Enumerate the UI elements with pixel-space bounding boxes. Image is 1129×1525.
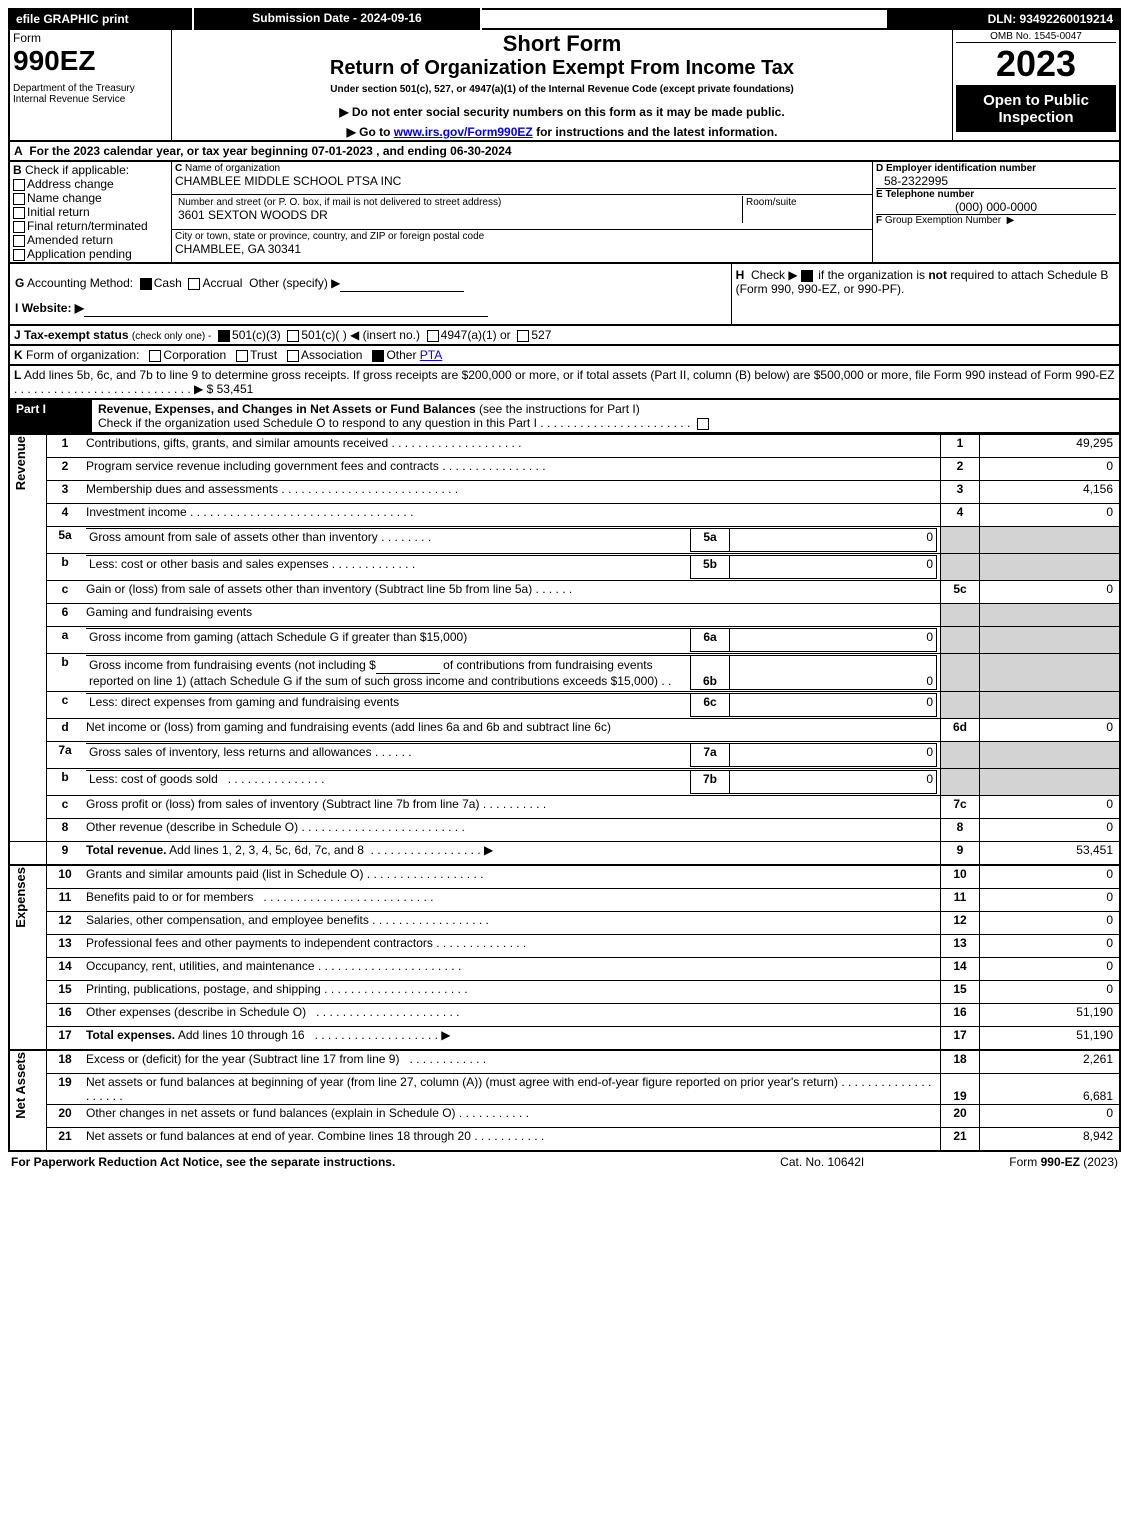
chk-initial-return[interactable] — [13, 207, 25, 219]
chk-trust[interactable] — [236, 350, 248, 362]
section-expenses: Expenses — [13, 867, 28, 928]
val-6c: 0 — [730, 693, 937, 716]
i-label: Website: ▶ — [22, 301, 84, 315]
val-6b: 0 — [730, 656, 937, 690]
c-name-label: Name of organization — [185, 163, 280, 174]
val-20: 0 — [980, 1104, 1121, 1127]
line-j: J Tax-exempt status (check only one) - 5… — [8, 326, 1121, 346]
val-8: 0 — [980, 818, 1121, 841]
val-3: 4,156 — [980, 481, 1121, 504]
val-6a: 0 — [730, 629, 937, 652]
val-12: 0 — [980, 911, 1121, 934]
block-gh: G Accounting Method: Cash Accrual Other … — [8, 264, 1121, 326]
city: CHAMBLEE, GA 30341 — [175, 242, 869, 256]
chk-address-change[interactable] — [13, 179, 25, 191]
chk-527[interactable] — [517, 330, 529, 342]
main-table: Revenue 1Contributions, gifts, grants, a… — [8, 434, 1121, 1152]
section-netassets: Net Assets — [13, 1052, 28, 1119]
l-amount: ▶ $ 53,451 — [194, 382, 253, 396]
note-goto: ▶ Go to www.irs.gov/Form990EZ for instru… — [175, 125, 949, 139]
irs-link[interactable]: www.irs.gov/Form990EZ — [394, 125, 533, 139]
d-label: Employer identification number — [886, 163, 1036, 174]
val-5c: 0 — [980, 581, 1121, 604]
section-revenue: Revenue — [13, 436, 28, 490]
room-label: Room/suite — [743, 196, 870, 223]
chk-amended-return[interactable] — [13, 235, 25, 247]
6b-input[interactable] — [376, 657, 440, 674]
website-input[interactable] — [84, 300, 488, 317]
chk-501c3[interactable] — [218, 330, 230, 342]
val-18: 2,261 — [980, 1050, 1121, 1074]
other-method-input[interactable] — [340, 275, 464, 292]
short-form: Short Form — [175, 31, 949, 57]
chk-501c[interactable] — [287, 330, 299, 342]
val-14: 0 — [980, 957, 1121, 980]
e-label: Telephone number — [885, 189, 974, 200]
val-16: 51,190 — [980, 1003, 1121, 1026]
street-label: Number and street (or P. O. box, if mail… — [178, 197, 739, 208]
chk-assoc[interactable] — [287, 350, 299, 362]
org-name: CHAMBLEE MIDDLE SCHOOL PTSA INC — [175, 174, 869, 188]
block-bf: B Check if applicable: Address change Na… — [8, 162, 1121, 264]
part-i-header: Part I Revenue, Expenses, and Changes in… — [8, 400, 1121, 434]
val-21: 8,942 — [980, 1127, 1121, 1151]
dept: Department of the Treasury Internal Reve… — [13, 83, 168, 105]
val-7a: 0 — [730, 743, 937, 766]
chk-cash[interactable] — [140, 278, 152, 290]
f-label: Group Exemption Number — [885, 215, 1001, 226]
val-10: 0 — [980, 865, 1121, 889]
line-l: L Add lines 5b, 6c, and 7b to line 9 to … — [8, 366, 1121, 400]
topbar: efile GRAPHIC print Submission Date - 20… — [8, 8, 1121, 30]
chk-application-pending[interactable] — [13, 249, 25, 261]
chk-h[interactable] — [801, 270, 813, 282]
chk-final-return[interactable] — [13, 221, 25, 233]
header: Form 990EZ Department of the Treasury In… — [8, 30, 1121, 142]
chk-other-org[interactable] — [372, 350, 384, 362]
title: Return of Organization Exempt From Incom… — [175, 57, 949, 80]
open-inspection: Open to Public Inspection — [956, 86, 1116, 132]
dln: DLN: 93492260019214 — [887, 9, 1120, 29]
val-2: 0 — [980, 458, 1121, 481]
chk-part-i-o[interactable] — [697, 418, 709, 430]
line-k: K Form of organization: Corporation Trus… — [8, 346, 1121, 366]
city-label: City or town, state or province, country… — [175, 231, 869, 242]
form-footer: Form 990-EZ (2023) — [906, 1154, 1121, 1170]
val-5a: 0 — [730, 529, 937, 552]
chk-corp[interactable] — [149, 350, 161, 362]
chk-name-change[interactable] — [13, 193, 25, 205]
val-17: 51,190 — [980, 1026, 1121, 1050]
ein: 58-2322995 — [876, 174, 1116, 188]
footer: For Paperwork Reduction Act Notice, see … — [8, 1154, 1121, 1170]
other-org-link[interactable]: PTA — [420, 348, 442, 362]
val-11: 0 — [980, 888, 1121, 911]
val-13: 0 — [980, 934, 1121, 957]
subtitle: Under section 501(c), 527, or 4947(a)(1)… — [175, 84, 949, 95]
street: 3601 SEXTON WOODS DR — [178, 208, 739, 222]
val-5b: 0 — [730, 556, 937, 579]
val-1: 49,295 — [980, 435, 1121, 458]
g-label: Accounting Method: — [27, 276, 133, 290]
chk-4947[interactable] — [427, 330, 439, 342]
b-label: Check if applicable: — [25, 163, 129, 177]
val-9: 53,451 — [980, 841, 1121, 865]
cat-no: Cat. No. 10642I — [738, 1154, 906, 1170]
pra-notice: For Paperwork Reduction Act Notice, see … — [8, 1154, 738, 1170]
chk-accrual[interactable] — [188, 278, 200, 290]
val-4: 0 — [980, 504, 1121, 527]
note-ssn: ▶ Do not enter social security numbers o… — [175, 105, 949, 119]
part-i-label: Part I — [9, 400, 92, 433]
telephone: (000) 000-0000 — [876, 200, 1116, 214]
line-a: A For the 2023 calendar year, or tax yea… — [8, 142, 1121, 162]
val-7c: 0 — [980, 795, 1121, 818]
tax-year: 2023 — [956, 43, 1116, 86]
efile-print[interactable]: efile GRAPHIC print — [9, 9, 193, 29]
val-15: 0 — [980, 980, 1121, 1003]
val-6d: 0 — [980, 718, 1121, 741]
form-word: Form — [13, 31, 168, 45]
val-19: 6,681 — [980, 1073, 1121, 1104]
val-7b: 0 — [730, 770, 937, 793]
form-number: 990EZ — [13, 45, 168, 77]
submission-date: Submission Date - 2024-09-16 — [193, 9, 481, 29]
omb: OMB No. 1545-0047 — [956, 31, 1116, 43]
